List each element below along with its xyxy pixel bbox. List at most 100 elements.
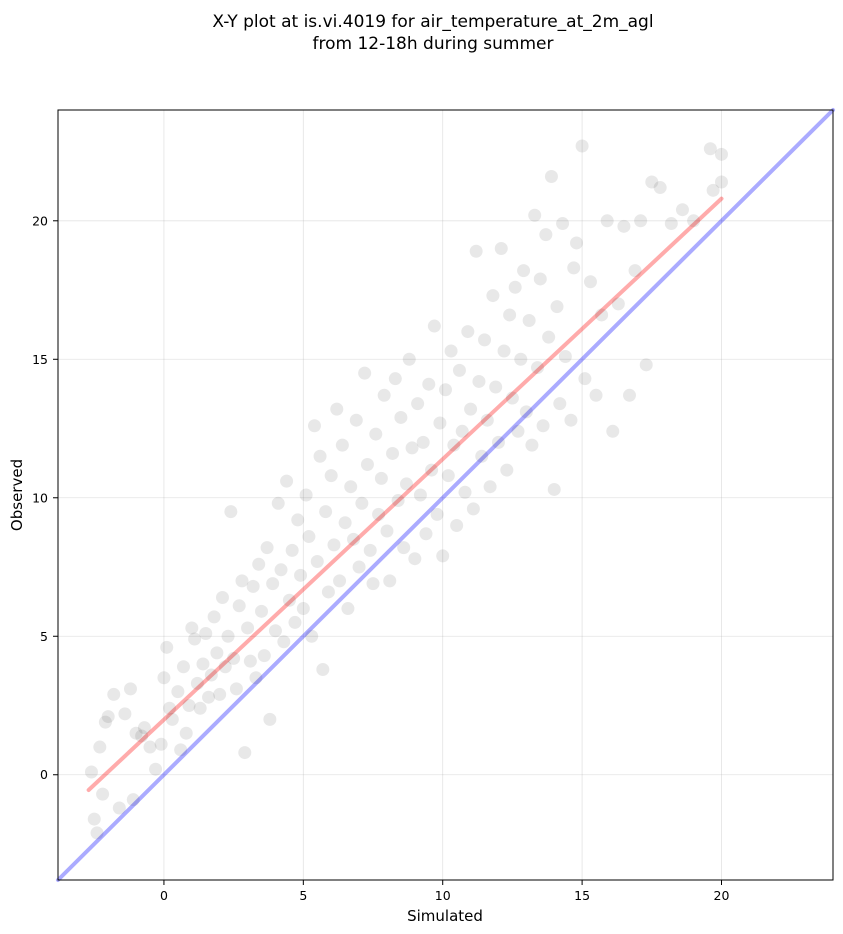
data-point [447,438,461,452]
data-point [622,388,636,402]
data-point [553,397,567,411]
data-point [422,377,436,391]
data-point [291,513,305,527]
x-tick-label: 5 [299,888,307,903]
data-point [533,272,547,286]
data-point [360,458,374,472]
y-tick-label: 5 [40,629,48,644]
data-point [413,488,427,502]
data-point [645,175,659,189]
data-point [112,801,126,815]
data-point [204,668,218,682]
data-point [154,737,168,751]
data-point [271,496,285,510]
data-point [185,621,199,635]
data-point [391,494,405,508]
data-point [213,687,227,701]
data-point [430,507,444,521]
y-tick-label: 20 [32,213,48,228]
data-point [235,574,249,588]
data-point [508,280,522,294]
data-point [263,712,277,726]
data-point [163,701,177,715]
data-point [558,350,572,364]
data-point [221,629,235,643]
data-point [528,208,542,222]
data-point [589,388,603,402]
data-point [494,241,508,255]
data-point [358,366,372,380]
data-point [628,264,642,278]
data-point [530,361,544,375]
plot-frame [57,109,834,881]
data-point [583,275,597,289]
data-point [606,424,620,438]
data-point [165,712,179,726]
data-point [84,765,98,779]
data-point [302,530,316,544]
data-point [399,477,413,491]
data-point [229,682,243,696]
data-point [436,549,450,563]
data-point [425,463,439,477]
data-point [157,671,171,685]
data-point [675,203,689,217]
lines-layer [56,108,835,882]
data-point [578,372,592,386]
data-point [380,524,394,538]
data-point [330,402,344,416]
data-point [383,574,397,588]
data-point [232,599,246,613]
data-point [310,554,324,568]
data-point [316,662,330,676]
data-point [639,358,653,372]
data-point [149,762,163,776]
data-point [352,560,366,574]
data-point [277,635,291,649]
data-point [90,826,104,840]
data-point [333,574,347,588]
data-point [408,552,422,566]
ticks-layer: 0 5 10 15 20 0 5 10 15 20 [32,213,729,903]
data-point [349,413,363,427]
data-point [369,427,383,441]
data-point [611,297,625,311]
data-point [202,690,216,704]
chart-title-line-1: X-Y plot at is.vi.4019 for air_temperatu… [212,12,653,32]
fit-line [86,196,724,792]
data-point [455,424,469,438]
data-point [182,699,196,713]
data-point [285,543,299,557]
data-point [307,419,321,433]
data-point [238,746,252,760]
data-point [321,585,335,599]
data-point [193,701,207,715]
data-point [207,610,221,624]
data-point [319,505,333,519]
data-point [341,602,355,616]
data-point [511,424,525,438]
data-point [517,264,531,278]
data-point [227,651,241,665]
data-point [486,289,500,303]
data-point [260,541,274,555]
data-point [266,577,280,591]
data-point [137,721,151,735]
x-tick-label: 0 [160,888,168,903]
data-point [564,413,578,427]
data-point [525,438,539,452]
data-point [190,676,204,690]
grid-layer [58,110,833,880]
data-point [472,374,486,388]
data-point [478,333,492,347]
data-point [179,726,193,740]
data-point [522,314,536,328]
data-point [257,649,271,663]
data-point [475,449,489,463]
data-point [215,590,229,604]
x-tick-label: 10 [435,888,451,903]
data-point [294,568,308,582]
data-point [123,682,137,696]
y-tick-label: 0 [40,767,48,782]
data-point [224,505,238,519]
